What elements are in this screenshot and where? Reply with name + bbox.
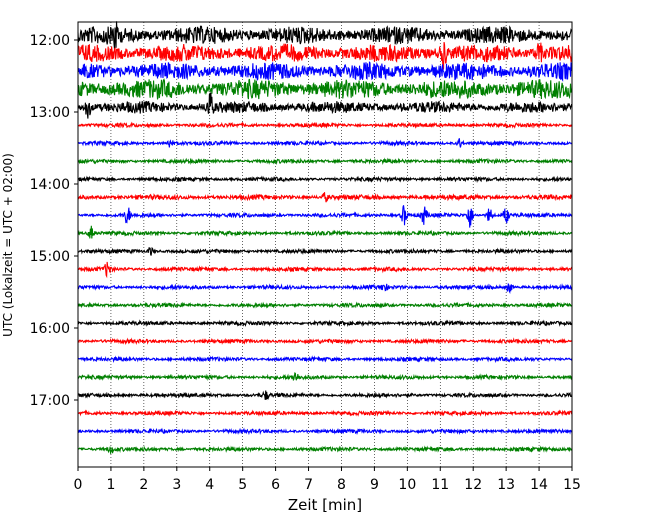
seismic-trace-1211 [77,42,573,70]
seismic-trace-1241 [77,78,573,100]
x-tick-label: 11 [431,477,449,493]
x-axis-label: Zeit [min] [288,496,362,514]
y-tick-label: 15:00 [30,249,70,265]
x-tick-label: 6 [271,477,280,493]
seismic-trace-1511 [77,261,573,279]
y-tick-label: 16:00 [30,321,70,337]
seismic-trace-1356 [77,175,573,184]
seismic-trace-1726 [77,427,573,436]
x-tick-label: 1 [106,477,115,493]
seismic-trace-1556 [77,319,573,328]
seismic-trace-1411 [77,192,573,203]
seismic-trace-1656 [77,390,573,401]
x-tick-label: 3 [172,477,181,493]
y-axis: 12:00 13:00 14:00 15:00 16:00 17:00 [30,33,78,409]
grid-lines [110,22,540,467]
seismic-trace-1456 [77,246,573,256]
x-tick-label: 2 [139,477,148,493]
seismic-trace-1341 [77,157,573,166]
seismic-trace-1711 [77,409,573,418]
seismic-trace-1641 [77,372,573,382]
seismic-trace-1426 [77,205,573,228]
x-tick-label: 4 [205,477,214,493]
y-tick-label: 12:00 [30,33,70,49]
seismic-trace-1326 [77,138,573,148]
y-tick-label: 14:00 [30,177,70,193]
seismic-trace-1226 [77,61,573,82]
y-axis-label: UTC (Lokalzeit = UTC + 02:00) [1,153,15,337]
seismic-trace-1311 [77,121,573,130]
seismic-trace-1156 [77,21,573,50]
x-tick-label: 14 [530,477,548,493]
plot-frame [77,21,573,468]
x-tick-label: 15 [563,477,581,493]
x-tick-label: 7 [304,477,313,493]
x-tick-label: 10 [398,477,416,493]
seismic-trace-1526 [77,282,573,294]
x-tick-label: 12 [464,477,482,493]
seismic-trace-1611 [77,337,573,346]
seismic-trace-1256 [77,91,573,119]
x-tick-label: 13 [497,477,515,493]
x-tick-label: 9 [370,477,379,493]
x-tick-label: 5 [238,477,247,493]
seismic-trace-1741 [77,445,573,454]
seismic-trace-1541 [77,301,573,309]
trace-group [77,21,573,454]
x-tick-label: 8 [337,477,346,493]
x-axis: 0 1 2 3 4 5 6 7 8 9 10 11 12 13 14 15 [74,467,581,493]
seismic-trace-1626 [77,355,573,364]
x-tick-label: 0 [74,477,83,493]
y-tick-label: 17:00 [30,393,70,409]
y-tick-label: 13:00 [30,105,70,121]
seismic-trace-1441 [77,225,573,239]
